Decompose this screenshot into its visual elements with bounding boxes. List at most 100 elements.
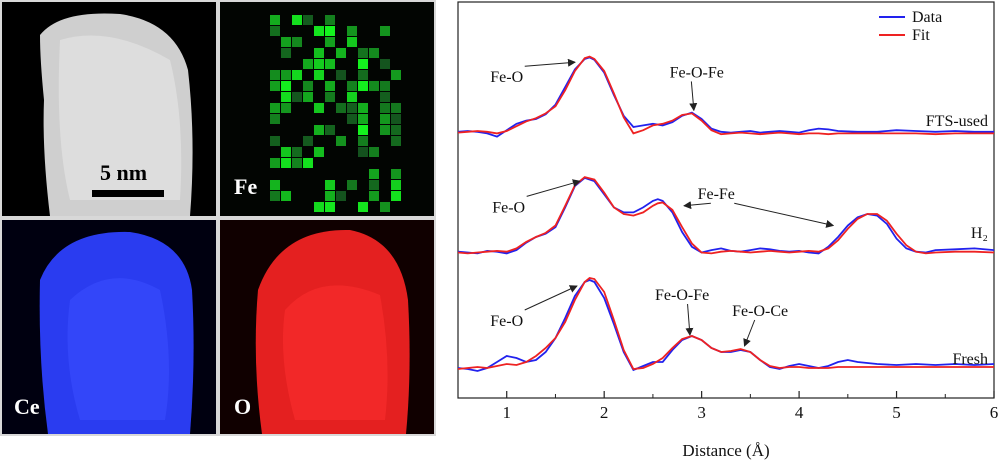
o-panel-label: O: [234, 394, 251, 419]
fe-signal-pixel: [270, 191, 280, 201]
fe-signal-pixel: [270, 81, 280, 91]
fe-signal-pixel: [270, 15, 280, 25]
fe-signal-pixel: [270, 70, 280, 80]
fe-signal-pixel: [270, 103, 280, 113]
panel-labels-layer: FTS-used H₂ Fresh: [926, 113, 988, 368]
annotation-arrow: [734, 202, 835, 228]
fe-signal-pixel: [391, 125, 401, 135]
fe-signal-pixel: [369, 191, 379, 201]
fe-signal-pixel: [303, 136, 313, 146]
fe-signal-pixel: [314, 26, 324, 36]
fe-signal-pixel: [325, 92, 335, 102]
fe-signal-pixel: [336, 48, 346, 58]
annotation-label: Fe-O: [490, 69, 523, 86]
fe-signal-pixel: [303, 81, 313, 91]
fe-signal-pixel: [292, 70, 302, 80]
fe-signal-pixel: [380, 103, 390, 113]
fe-signal-pixels: [270, 15, 401, 212]
fe-signal-pixel: [281, 147, 291, 157]
series-line-fit: [457, 277, 994, 370]
fe-signal-pixel: [391, 136, 401, 146]
fe-signal-pixel: [325, 26, 335, 36]
fe-signal-pixel: [358, 81, 368, 91]
panel-label: H₂: [971, 225, 988, 242]
fe-signal-pixel: [369, 169, 379, 179]
fe-signal-pixel: [281, 81, 291, 91]
x-axis-ticks: 1 2 3 4 5 6: [502, 391, 998, 422]
fe-signal-pixel: [292, 37, 302, 47]
fe-signal-pixel: [347, 103, 357, 113]
fe-signal-pixel: [380, 81, 390, 91]
fe-signal-pixel: [325, 59, 335, 69]
fe-signal-pixel: [303, 158, 313, 168]
fe-signal-pixel: [336, 191, 346, 201]
fe-signal-pixel: [314, 59, 324, 69]
fe-signal-pixel: [336, 70, 346, 80]
ce-panel-label: Ce: [14, 394, 40, 419]
legend-label-data: Data: [912, 9, 942, 26]
fe-signal-pixel: [325, 125, 335, 135]
ce-particle-core: [67, 278, 169, 420]
fe-signal-pixel: [391, 191, 401, 201]
plot-frame: [457, 1, 995, 399]
annotation-arrow: [683, 201, 711, 210]
fe-signal-pixel: [281, 158, 291, 168]
fe-signal-pixel: [358, 114, 368, 124]
annotation-label: Fe-O-Fe: [670, 64, 724, 81]
annotations-layer: Fe-O Fe-O-Fe Fe-O Fe-Fe Fe-O Fe-O-Fe Fe-O-Ce: [490, 58, 835, 347]
fe-signal-pixel: [314, 125, 324, 135]
fe-signal-pixel: [303, 92, 313, 102]
fe-signal-pixel: [380, 125, 390, 135]
fe-signal-pixel: [369, 147, 379, 157]
fe-signal-pixel: [358, 48, 368, 58]
fe-signal-pixel: [347, 26, 357, 36]
annotation-arrow: [689, 81, 698, 112]
series-line-data: [457, 279, 995, 372]
series-line-fit: [457, 176, 995, 255]
fe-signal-pixel: [347, 180, 357, 190]
fe-signal-pixel: [303, 15, 313, 25]
fe-signal-pixel: [314, 147, 324, 157]
annotation-arrow: [524, 58, 576, 67]
fe-signal-pixel: [314, 48, 324, 58]
fe-signal-pixel: [325, 37, 335, 47]
legend-label-fit: Fit: [912, 27, 930, 44]
fe-signal-pixel: [347, 114, 357, 124]
fe-signal-pixel: [281, 92, 291, 102]
panel-label: Fresh: [952, 351, 988, 368]
fe-signal-pixel: [358, 103, 368, 113]
fe-signal-pixel: [358, 59, 368, 69]
fe-signal-pixel: [369, 48, 379, 58]
fe-signal-pixel: [391, 169, 401, 179]
fe-signal-pixel: [336, 103, 346, 113]
fe-signal-pixel: [292, 92, 302, 102]
fe-signal-pixel: [314, 70, 324, 80]
series-line-fit: [457, 55, 994, 136]
annotation-label: Fe-O-Ce: [732, 303, 788, 320]
haadf-panel: 5 nm: [2, 2, 216, 217]
fe-signal-pixel: [358, 136, 368, 146]
x-axis-label: Distance (Å): [682, 441, 769, 460]
fe-signal-pixel: [270, 114, 280, 124]
annotation-label: Fe-Fe: [698, 186, 735, 203]
fe-signal-pixel: [270, 136, 280, 146]
fe-signal-pixel: [380, 92, 390, 102]
x-tick-label: 1: [502, 403, 511, 422]
fe-signal-pixel: [292, 15, 302, 25]
fe-signal-pixel: [391, 180, 401, 190]
fe-signal-pixel: [336, 136, 346, 146]
fe-signal-pixel: [369, 180, 379, 190]
x-tick-label: 5: [892, 403, 901, 422]
fe-signal-pixel: [270, 180, 280, 190]
fe-signal-pixel: [292, 147, 302, 157]
fe-map-panel: Fe: [220, 2, 434, 216]
fe-signal-pixel: [270, 26, 280, 36]
micrograph-grid: 5 nm Fe Ce O: [0, 0, 436, 436]
fe-signal-pixel: [281, 48, 291, 58]
haadf-particle-core: [58, 35, 182, 200]
fe-signal-pixel: [347, 92, 357, 102]
fe-signal-pixel: [391, 70, 401, 80]
fe-signal-pixel: [325, 202, 335, 212]
fe-signal-pixel: [391, 114, 401, 124]
annotation-arrow: [526, 179, 581, 197]
